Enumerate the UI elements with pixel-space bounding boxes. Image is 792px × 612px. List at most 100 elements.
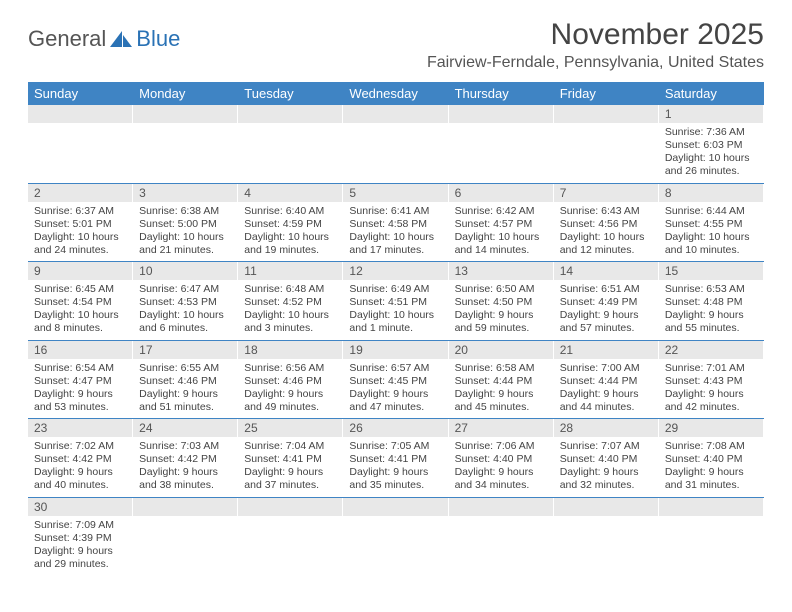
day-number: 5 xyxy=(343,184,448,202)
sunset-line: Sunset: 4:53 PM xyxy=(139,296,232,309)
sunrise-line: Sunrise: 6:57 AM xyxy=(349,362,442,375)
day-number xyxy=(238,105,343,123)
sunset-line: Sunset: 4:47 PM xyxy=(34,375,127,388)
daylight-line: Daylight: 10 hours and 14 minutes. xyxy=(455,231,548,257)
calendar-cell xyxy=(659,497,764,575)
daylight-line: Daylight: 9 hours and 32 minutes. xyxy=(560,466,653,492)
daylight-line: Daylight: 9 hours and 29 minutes. xyxy=(34,545,127,571)
day-number: 3 xyxy=(133,184,238,202)
calendar-cell xyxy=(554,497,659,575)
calendar-cell: 24Sunrise: 7:03 AMSunset: 4:42 PMDayligh… xyxy=(133,419,238,498)
calendar-cell: 14Sunrise: 6:51 AMSunset: 4:49 PMDayligh… xyxy=(554,262,659,341)
sunset-line: Sunset: 4:58 PM xyxy=(349,218,442,231)
day-number: 6 xyxy=(449,184,554,202)
day-number: 7 xyxy=(554,184,659,202)
sunset-line: Sunset: 4:51 PM xyxy=(349,296,442,309)
daylight-line: Daylight: 10 hours and 3 minutes. xyxy=(244,309,337,335)
day-details: Sunrise: 6:45 AMSunset: 4:54 PMDaylight:… xyxy=(28,280,133,340)
calendar-cell: 26Sunrise: 7:05 AMSunset: 4:41 PMDayligh… xyxy=(343,419,448,498)
day-details: Sunrise: 6:50 AMSunset: 4:50 PMDaylight:… xyxy=(449,280,554,340)
calendar-cell: 4Sunrise: 6:40 AMSunset: 4:59 PMDaylight… xyxy=(238,183,343,262)
day-number: 28 xyxy=(554,419,659,437)
day-number: 2 xyxy=(28,184,133,202)
daylight-line: Daylight: 9 hours and 42 minutes. xyxy=(665,388,758,414)
daylight-line: Daylight: 9 hours and 31 minutes. xyxy=(665,466,758,492)
calendar-cell xyxy=(133,497,238,575)
daylight-line: Daylight: 9 hours and 55 minutes. xyxy=(665,309,758,335)
sunset-line: Sunset: 5:01 PM xyxy=(34,218,127,231)
sunrise-line: Sunrise: 6:44 AM xyxy=(665,205,758,218)
sunrise-line: Sunrise: 6:45 AM xyxy=(34,283,127,296)
sunrise-line: Sunrise: 7:02 AM xyxy=(34,440,127,453)
calendar-cell: 10Sunrise: 6:47 AMSunset: 4:53 PMDayligh… xyxy=(133,262,238,341)
calendar-cell xyxy=(238,105,343,183)
daylight-line: Daylight: 10 hours and 24 minutes. xyxy=(34,231,127,257)
daylight-line: Daylight: 9 hours and 44 minutes. xyxy=(560,388,653,414)
sunrise-line: Sunrise: 6:42 AM xyxy=(455,205,548,218)
day-details: Sunrise: 7:06 AMSunset: 4:40 PMDaylight:… xyxy=(449,437,554,497)
day-details: Sunrise: 7:05 AMSunset: 4:41 PMDaylight:… xyxy=(343,437,448,497)
calendar-cell xyxy=(554,105,659,183)
day-number xyxy=(659,498,764,516)
sunset-line: Sunset: 4:55 PM xyxy=(665,218,758,231)
calendar-cell: 19Sunrise: 6:57 AMSunset: 4:45 PMDayligh… xyxy=(343,340,448,419)
daylight-line: Daylight: 9 hours and 53 minutes. xyxy=(34,388,127,414)
sunset-line: Sunset: 4:57 PM xyxy=(455,218,548,231)
calendar-cell: 6 Sunrise: 6:42 AMSunset: 4:57 PMDaylight… xyxy=(449,183,554,262)
sunset-line: Sunset: 4:44 PM xyxy=(560,375,653,388)
sunrise-line: Sunrise: 6:37 AM xyxy=(34,205,127,218)
day-number: 17 xyxy=(133,341,238,359)
sunrise-line: Sunrise: 6:48 AM xyxy=(244,283,337,296)
sunrise-line: Sunrise: 6:53 AM xyxy=(665,283,758,296)
day-details: Sunrise: 6:38 AMSunset: 5:00 PMDaylight:… xyxy=(133,202,238,262)
daylight-line: Daylight: 10 hours and 1 minute. xyxy=(349,309,442,335)
sunrise-line: Sunrise: 7:36 AM xyxy=(665,126,758,139)
sunset-line: Sunset: 4:40 PM xyxy=(560,453,653,466)
calendar-cell: 22Sunrise: 7:01 AMSunset: 4:43 PMDayligh… xyxy=(659,340,764,419)
day-number: 4 xyxy=(238,184,343,202)
sunset-line: Sunset: 4:39 PM xyxy=(34,532,127,545)
day-number xyxy=(238,498,343,516)
sunset-line: Sunset: 4:40 PM xyxy=(665,453,758,466)
day-number: 29 xyxy=(659,419,764,437)
sunrise-line: Sunrise: 6:55 AM xyxy=(139,362,232,375)
sunset-line: Sunset: 4:45 PM xyxy=(349,375,442,388)
sunset-line: Sunset: 4:42 PM xyxy=(139,453,232,466)
sunset-line: Sunset: 4:43 PM xyxy=(665,375,758,388)
calendar-cell xyxy=(449,497,554,575)
daylight-line: Daylight: 9 hours and 35 minutes. xyxy=(349,466,442,492)
day-header: Saturday xyxy=(659,82,764,105)
daylight-line: Daylight: 10 hours and 8 minutes. xyxy=(34,309,127,335)
day-details: Sunrise: 6:58 AMSunset: 4:44 PMDaylight:… xyxy=(449,359,554,419)
day-details: Sunrise: 7:04 AMSunset: 4:41 PMDaylight:… xyxy=(238,437,343,497)
daylight-line: Daylight: 9 hours and 45 minutes. xyxy=(455,388,548,414)
sunrise-line: Sunrise: 6:56 AM xyxy=(244,362,337,375)
day-details: Sunrise: 7:03 AMSunset: 4:42 PMDaylight:… xyxy=(133,437,238,497)
calendar-cell xyxy=(343,105,448,183)
calendar-cell: 25Sunrise: 7:04 AMSunset: 4:41 PMDayligh… xyxy=(238,419,343,498)
day-number: 25 xyxy=(238,419,343,437)
day-details: Sunrise: 7:00 AMSunset: 4:44 PMDaylight:… xyxy=(554,359,659,419)
daylight-line: Daylight: 9 hours and 37 minutes. xyxy=(244,466,337,492)
day-header: Sunday xyxy=(28,82,133,105)
calendar-cell: 11Sunrise: 6:48 AMSunset: 4:52 PMDayligh… xyxy=(238,262,343,341)
sunset-line: Sunset: 4:46 PM xyxy=(244,375,337,388)
day-header: Wednesday xyxy=(343,82,448,105)
calendar-table: SundayMondayTuesdayWednesdayThursdayFrid… xyxy=(28,82,764,575)
day-number: 24 xyxy=(133,419,238,437)
day-details: Sunrise: 6:55 AMSunset: 4:46 PMDaylight:… xyxy=(133,359,238,419)
day-number: 1 xyxy=(659,105,764,123)
day-details: Sunrise: 7:09 AMSunset: 4:39 PMDaylight:… xyxy=(28,516,133,576)
day-number xyxy=(554,498,659,516)
sunset-line: Sunset: 4:41 PM xyxy=(244,453,337,466)
day-number: 18 xyxy=(238,341,343,359)
day-details: Sunrise: 6:44 AMSunset: 4:55 PMDaylight:… xyxy=(659,202,764,262)
sunrise-line: Sunrise: 7:08 AM xyxy=(665,440,758,453)
day-number: 22 xyxy=(659,341,764,359)
daylight-line: Daylight: 10 hours and 6 minutes. xyxy=(139,309,232,335)
sunrise-line: Sunrise: 7:09 AM xyxy=(34,519,127,532)
calendar-cell: 7Sunrise: 6:43 AMSunset: 4:56 PMDaylight… xyxy=(554,183,659,262)
sunset-line: Sunset: 4:40 PM xyxy=(455,453,548,466)
sunrise-line: Sunrise: 7:05 AM xyxy=(349,440,442,453)
sunset-line: Sunset: 4:50 PM xyxy=(455,296,548,309)
